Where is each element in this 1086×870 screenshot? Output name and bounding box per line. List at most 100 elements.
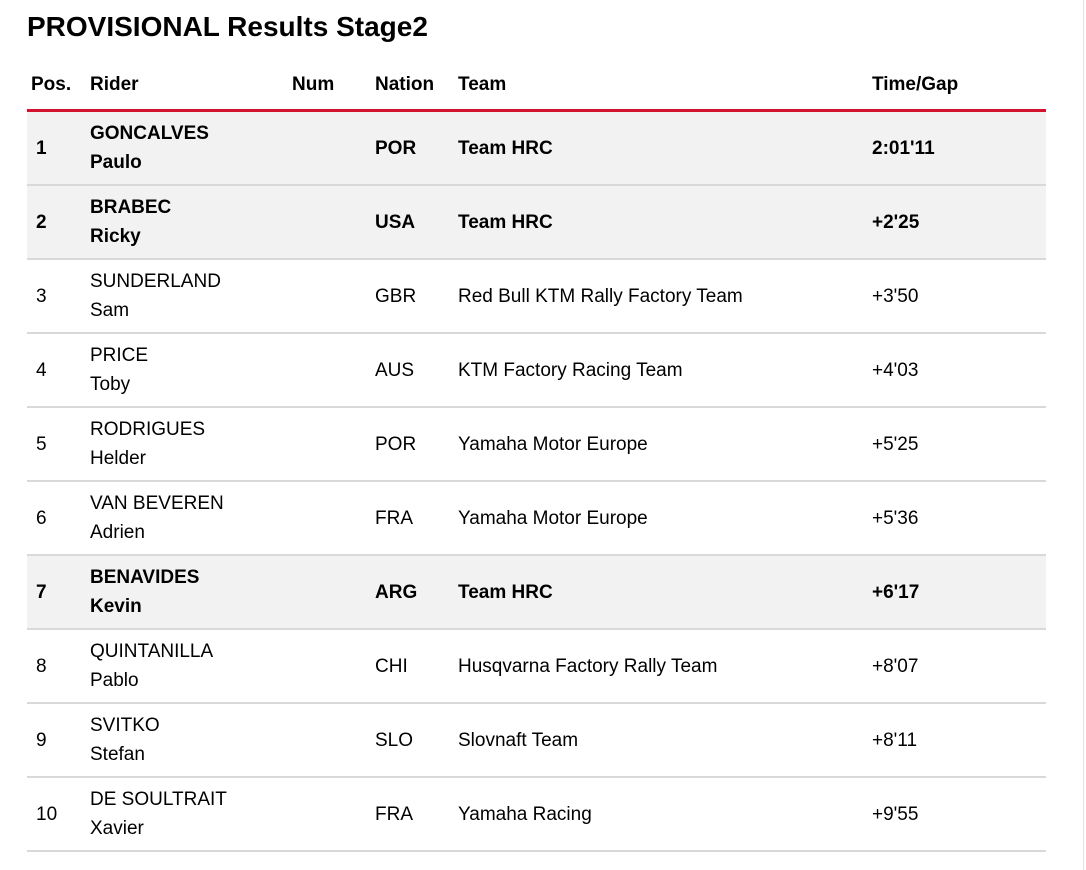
team-cell: Team HRC	[458, 581, 553, 603]
table-row: 6 VAN BEVEREN Adrien FRA Yamaha Motor Eu…	[27, 481, 1046, 555]
time-gap-cell: +2'25	[872, 211, 920, 233]
time-gap-cell: +8'11	[872, 729, 918, 751]
nation-cell: FRA	[375, 803, 413, 825]
position-cell: 10	[36, 803, 58, 825]
rider-firstname: Pablo	[90, 670, 139, 691]
rider-cell: SVITKO Stefan	[90, 703, 292, 777]
position-cell: 6	[36, 507, 47, 529]
time-gap-cell: +9'55	[872, 803, 919, 825]
col-header-rider: Rider	[90, 44, 292, 112]
team-cell: Husqvarna Factory Rally Team	[458, 655, 718, 677]
page-title: PROVISIONAL Results Stage2	[27, 11, 428, 42]
rider-surname: QUINTANILLA	[90, 641, 214, 662]
rider-firstname: Adrien	[90, 522, 145, 543]
table-row: 5 RODRIGUES Helder POR Yamaha Motor Euro…	[27, 407, 1046, 481]
nation-cell: AUS	[375, 359, 415, 381]
nation-cell: POR	[375, 433, 417, 455]
table-row: 9 SVITKO Stefan SLO Slovnaft Team +8'11	[27, 703, 1046, 777]
nation-cell: POR	[375, 137, 417, 159]
position-cell: 9	[36, 729, 47, 751]
position-cell: 4	[36, 359, 47, 381]
nation-cell: USA	[375, 211, 416, 233]
position-cell: 2	[36, 211, 47, 233]
num-cell	[292, 481, 375, 555]
table-row: 2 BRABEC Ricky USA Team HRC +2'25	[27, 185, 1046, 259]
rider-cell: RODRIGUES Helder	[90, 407, 292, 481]
time-gap-cell: 2:01'11	[872, 137, 935, 159]
col-header-time-gap: Time/Gap	[872, 44, 1046, 112]
rider-surname: BENAVIDES	[90, 567, 200, 588]
team-cell: Slovnaft Team	[458, 729, 579, 751]
rider-cell: QUINTANILLA Pablo	[90, 629, 292, 703]
nation-cell: CHI	[375, 655, 408, 677]
num-cell	[292, 777, 375, 851]
results-table: Pos. Rider Num Nation Team Time/Gap 1 GO…	[27, 44, 1046, 852]
rider-cell: SUNDERLAND Sam	[90, 259, 292, 333]
rider-surname: PRICE	[90, 345, 149, 366]
table-header-row: Pos. Rider Num Nation Team Time/Gap	[27, 44, 1046, 112]
num-cell	[292, 185, 375, 259]
position-cell: 3	[36, 285, 47, 307]
rider-firstname: Stefan	[90, 744, 145, 765]
rider-surname: DE SOULTRAIT	[90, 789, 227, 810]
num-cell	[292, 111, 375, 186]
rider-firstname: Paulo	[90, 152, 142, 173]
num-cell	[292, 407, 375, 481]
num-cell	[292, 703, 375, 777]
rider-surname: GONCALVES	[90, 123, 209, 144]
time-gap-cell: +3'50	[872, 285, 919, 307]
rider-firstname: Ricky	[90, 226, 141, 247]
table-row: 7 BENAVIDES Kevin ARG Team HRC +6'17	[27, 555, 1046, 629]
table-row: 4 PRICE Toby AUS KTM Factory Racing Team…	[27, 333, 1046, 407]
rider-cell: BRABEC Ricky	[90, 185, 292, 259]
col-header-num: Num	[292, 44, 375, 112]
position-cell: 5	[36, 433, 47, 455]
team-cell: Yamaha Racing	[458, 803, 592, 825]
team-cell: Red Bull KTM Rally Factory Team	[458, 285, 743, 307]
time-gap-cell: +5'36	[872, 507, 919, 529]
nation-cell: GBR	[375, 285, 417, 307]
rider-firstname: Kevin	[90, 596, 142, 617]
rider-surname: VAN BEVEREN	[90, 493, 224, 514]
rider-firstname: Sam	[90, 300, 130, 321]
rider-cell: PRICE Toby	[90, 333, 292, 407]
time-gap-cell: +5'25	[872, 433, 919, 455]
rider-surname: SVITKO	[90, 715, 160, 736]
position-cell: 7	[36, 581, 47, 603]
col-header-team: Team	[458, 44, 872, 112]
rider-surname: RODRIGUES	[90, 419, 206, 440]
team-cell: Team HRC	[458, 211, 553, 233]
num-cell	[292, 333, 375, 407]
nation-cell: SLO	[375, 729, 414, 751]
num-cell	[292, 555, 375, 629]
rider-cell: GONCALVES Paulo	[90, 111, 292, 186]
rider-firstname: Toby	[90, 374, 131, 395]
rider-surname: SUNDERLAND	[90, 271, 221, 292]
position-cell: 8	[36, 655, 47, 677]
team-cell: Yamaha Motor Europe	[458, 507, 648, 529]
time-gap-cell: +6'17	[872, 581, 920, 603]
rider-cell: VAN BEVEREN Adrien	[90, 481, 292, 555]
rider-firstname: Helder	[90, 448, 146, 469]
team-cell: KTM Factory Racing Team	[458, 359, 683, 381]
time-gap-cell: +4'03	[872, 359, 919, 381]
num-cell	[292, 629, 375, 703]
rider-surname: BRABEC	[90, 197, 172, 218]
position-cell: 1	[36, 137, 47, 159]
time-gap-cell: +8'07	[872, 655, 919, 677]
col-header-nation: Nation	[375, 44, 458, 112]
rider-cell: BENAVIDES Kevin	[90, 555, 292, 629]
col-header-pos: Pos.	[27, 44, 90, 112]
num-cell	[292, 259, 375, 333]
table-row: 3 SUNDERLAND Sam GBR Red Bull KTM Rally …	[27, 259, 1046, 333]
team-cell: Team HRC	[458, 137, 553, 159]
page-edge-divider	[1083, 0, 1084, 870]
nation-cell: FRA	[375, 507, 413, 529]
table-row: 1 GONCALVES Paulo POR Team HRC 2:01'11	[27, 110, 1046, 186]
table-row: 10 DE SOULTRAIT Xavier FRA Yamaha Racing…	[27, 777, 1046, 851]
rider-cell: DE SOULTRAIT Xavier	[90, 777, 292, 851]
nation-cell: ARG	[375, 581, 418, 603]
rider-firstname: Xavier	[90, 818, 144, 839]
team-cell: Yamaha Motor Europe	[458, 433, 648, 455]
